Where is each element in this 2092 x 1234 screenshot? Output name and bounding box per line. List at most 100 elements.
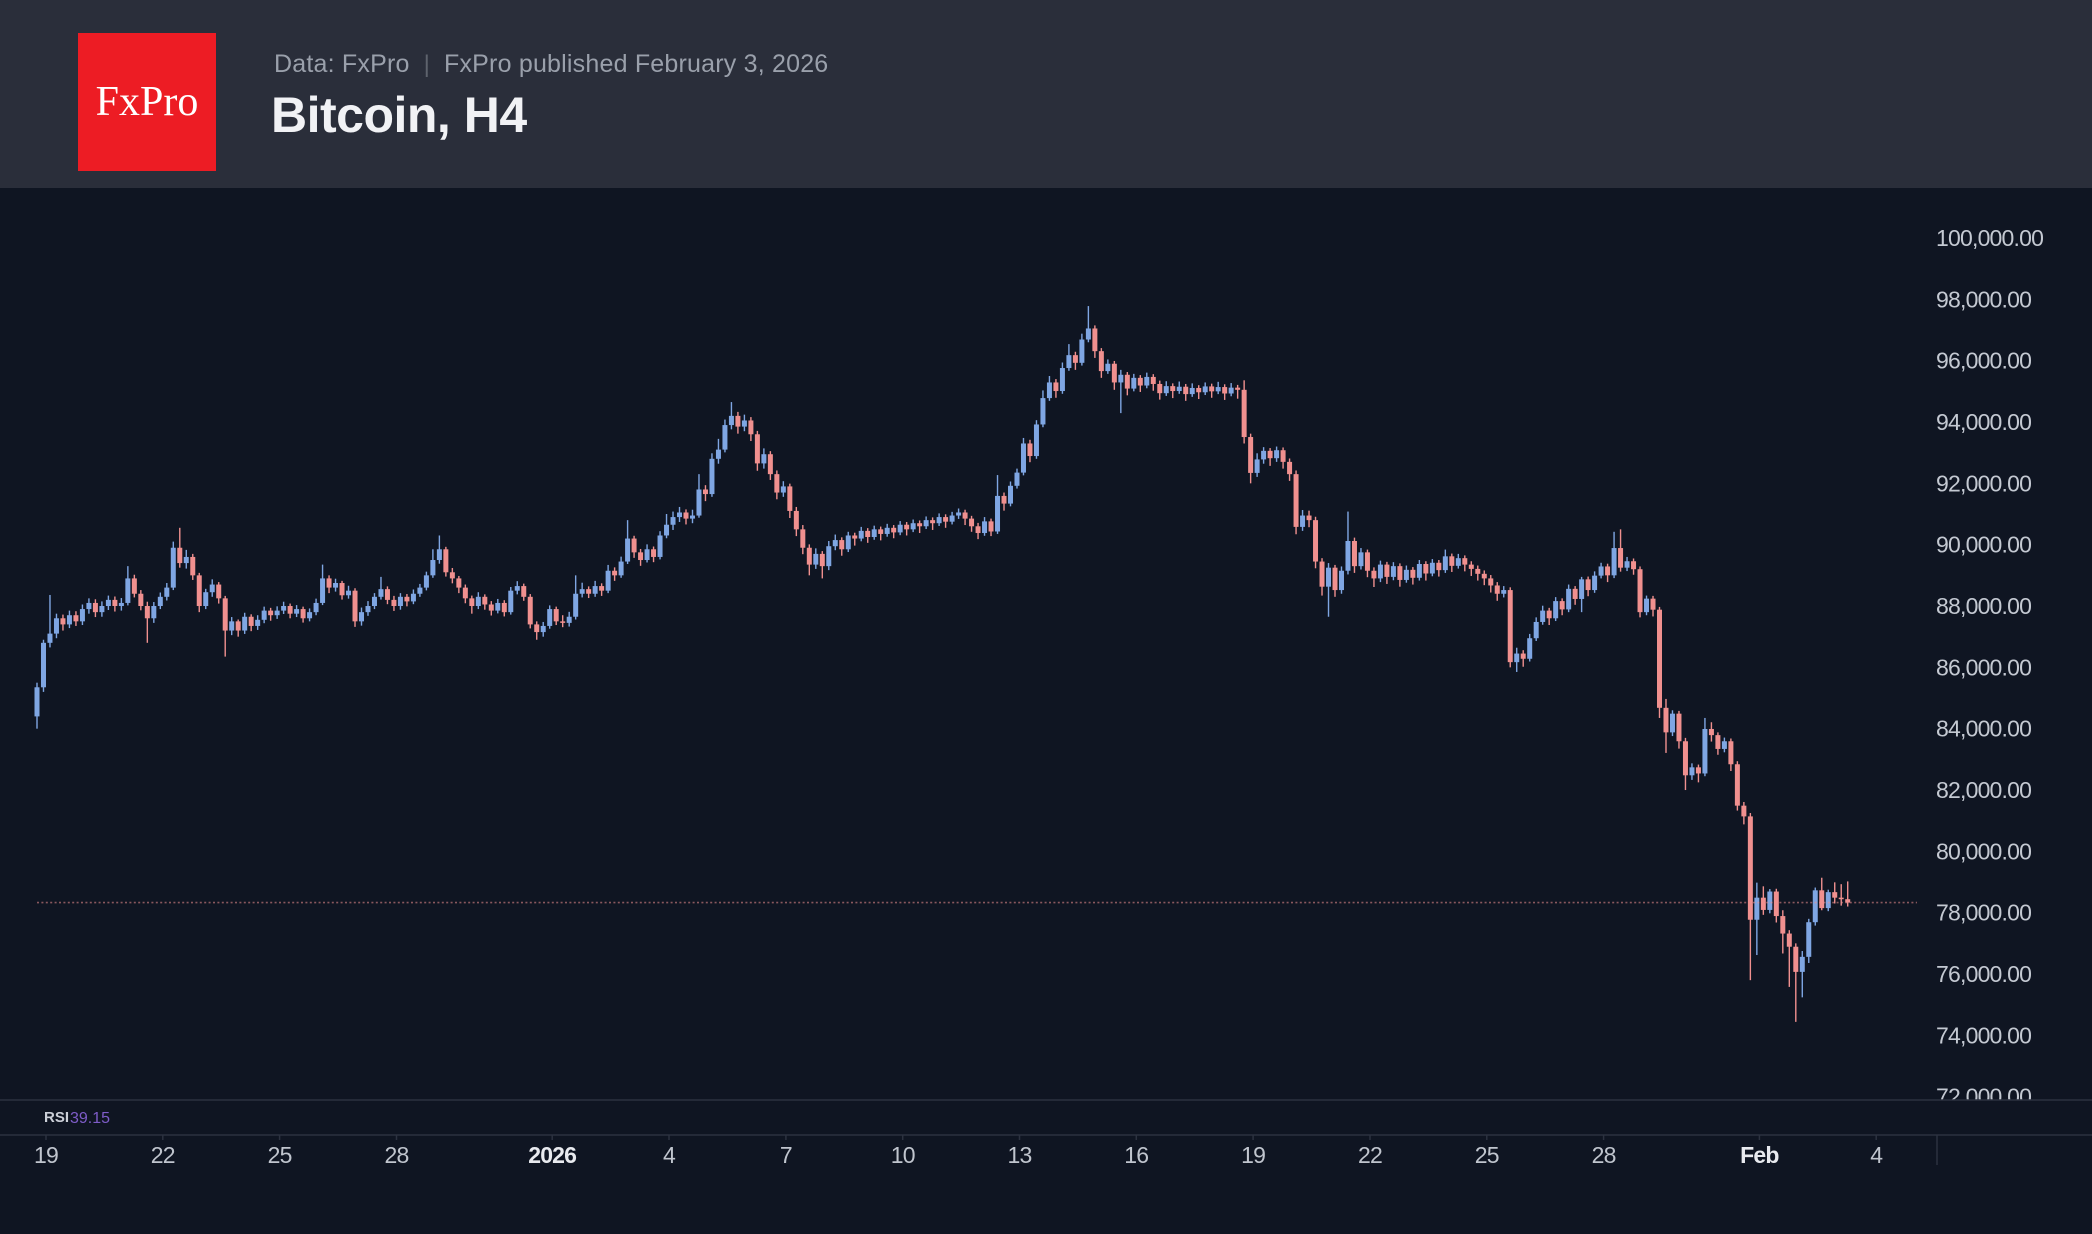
candle[interactable] <box>1027 439 1033 463</box>
candle[interactable] <box>813 548 819 569</box>
candle[interactable] <box>793 506 799 537</box>
candle[interactable] <box>865 528 871 543</box>
candle[interactable] <box>1085 306 1091 343</box>
candle[interactable] <box>1566 584 1572 613</box>
candle[interactable] <box>767 451 773 480</box>
candle[interactable] <box>1546 607 1552 626</box>
candle[interactable] <box>1371 567 1377 587</box>
candle[interactable] <box>352 588 358 627</box>
candle[interactable] <box>1708 722 1714 742</box>
candle[interactable] <box>1287 458 1293 481</box>
candle[interactable] <box>683 509 689 525</box>
candle[interactable] <box>320 564 326 606</box>
candle[interactable] <box>1053 379 1059 398</box>
candle[interactable] <box>1300 510 1306 531</box>
candle[interactable] <box>436 535 442 564</box>
candle[interactable] <box>138 590 144 611</box>
candle[interactable] <box>1326 563 1332 617</box>
candle[interactable] <box>1235 384 1241 399</box>
candle[interactable] <box>1280 447 1286 469</box>
candle[interactable] <box>1222 384 1228 400</box>
candle[interactable] <box>1624 556 1630 572</box>
candle[interactable] <box>1254 453 1260 477</box>
candle[interactable] <box>949 511 955 525</box>
candle[interactable] <box>761 448 767 469</box>
candle[interactable] <box>1559 598 1565 616</box>
candle[interactable] <box>1845 881 1851 907</box>
candle[interactable] <box>1313 516 1319 569</box>
candle[interactable] <box>741 414 747 432</box>
candle[interactable] <box>1332 564 1338 597</box>
candle[interactable] <box>501 600 507 617</box>
candle[interactable] <box>1449 553 1455 572</box>
candle[interactable] <box>579 582 585 598</box>
candle[interactable] <box>443 546 449 577</box>
candle[interactable] <box>1137 375 1143 392</box>
candle[interactable] <box>53 613 59 639</box>
candle[interactable] <box>430 549 436 578</box>
candle[interactable] <box>1403 565 1409 583</box>
candle[interactable] <box>1202 382 1208 396</box>
candle[interactable] <box>495 598 501 614</box>
candle[interactable] <box>871 525 877 540</box>
candle[interactable] <box>1364 549 1370 578</box>
candle[interactable] <box>806 544 812 576</box>
candle[interactable] <box>1494 582 1500 601</box>
candle[interactable] <box>1767 889 1773 914</box>
candle[interactable] <box>1442 549 1448 573</box>
candle[interactable] <box>878 526 884 541</box>
candle[interactable] <box>988 518 994 537</box>
candle[interactable] <box>151 602 157 623</box>
candle[interactable] <box>118 598 124 611</box>
candle[interactable] <box>1248 433 1254 484</box>
candle[interactable] <box>534 621 540 640</box>
candle[interactable] <box>1682 737 1688 791</box>
candle[interactable] <box>1183 383 1189 401</box>
candle[interactable] <box>1631 558 1637 575</box>
candle[interactable] <box>722 419 728 453</box>
candle[interactable] <box>105 595 111 610</box>
candle[interactable] <box>618 556 624 578</box>
candle[interactable] <box>995 475 1001 534</box>
candle[interactable] <box>144 601 150 643</box>
candle[interactable] <box>1261 447 1267 464</box>
candle[interactable] <box>917 520 923 534</box>
candle[interactable] <box>1715 732 1721 755</box>
candle[interactable] <box>884 523 890 537</box>
time-axis-labels[interactable]: 19 22 25 28 2026 4 7 10 13 16 19 22 25 28 Feb 4 <box>34 1135 1884 1168</box>
candle[interactable] <box>625 520 631 564</box>
candle[interactable] <box>183 549 189 569</box>
candle[interactable] <box>709 453 715 497</box>
candle[interactable] <box>728 402 734 430</box>
candle[interactable] <box>1066 344 1072 371</box>
candle[interactable] <box>962 509 968 526</box>
candle[interactable] <box>638 548 644 566</box>
candle[interactable] <box>910 519 916 533</box>
candle[interactable] <box>891 525 897 539</box>
candle[interactable] <box>1657 606 1662 718</box>
candle[interactable] <box>936 513 942 526</box>
candle[interactable] <box>1650 595 1656 617</box>
candle[interactable] <box>1377 560 1383 583</box>
candle[interactable] <box>307 608 313 622</box>
candle[interactable] <box>852 532 858 546</box>
candle[interactable] <box>1111 360 1117 390</box>
candle[interactable] <box>391 595 397 611</box>
candle[interactable] <box>858 526 864 542</box>
candle[interactable] <box>1773 888 1779 923</box>
candle[interactable] <box>1501 586 1507 598</box>
candle[interactable] <box>1455 553 1461 569</box>
candle[interactable] <box>410 589 416 605</box>
candle[interactable] <box>930 517 936 530</box>
candle[interactable] <box>521 583 527 601</box>
candle[interactable] <box>482 594 488 610</box>
candle[interactable] <box>1786 930 1792 987</box>
candle[interactable] <box>1429 559 1435 577</box>
candle[interactable] <box>800 525 806 555</box>
candle[interactable] <box>1598 562 1604 579</box>
candle[interactable] <box>1572 586 1578 605</box>
candle[interactable] <box>1533 617 1539 641</box>
candle[interactable] <box>1754 882 1760 956</box>
candle[interactable] <box>404 594 410 607</box>
candle[interactable] <box>702 485 708 502</box>
